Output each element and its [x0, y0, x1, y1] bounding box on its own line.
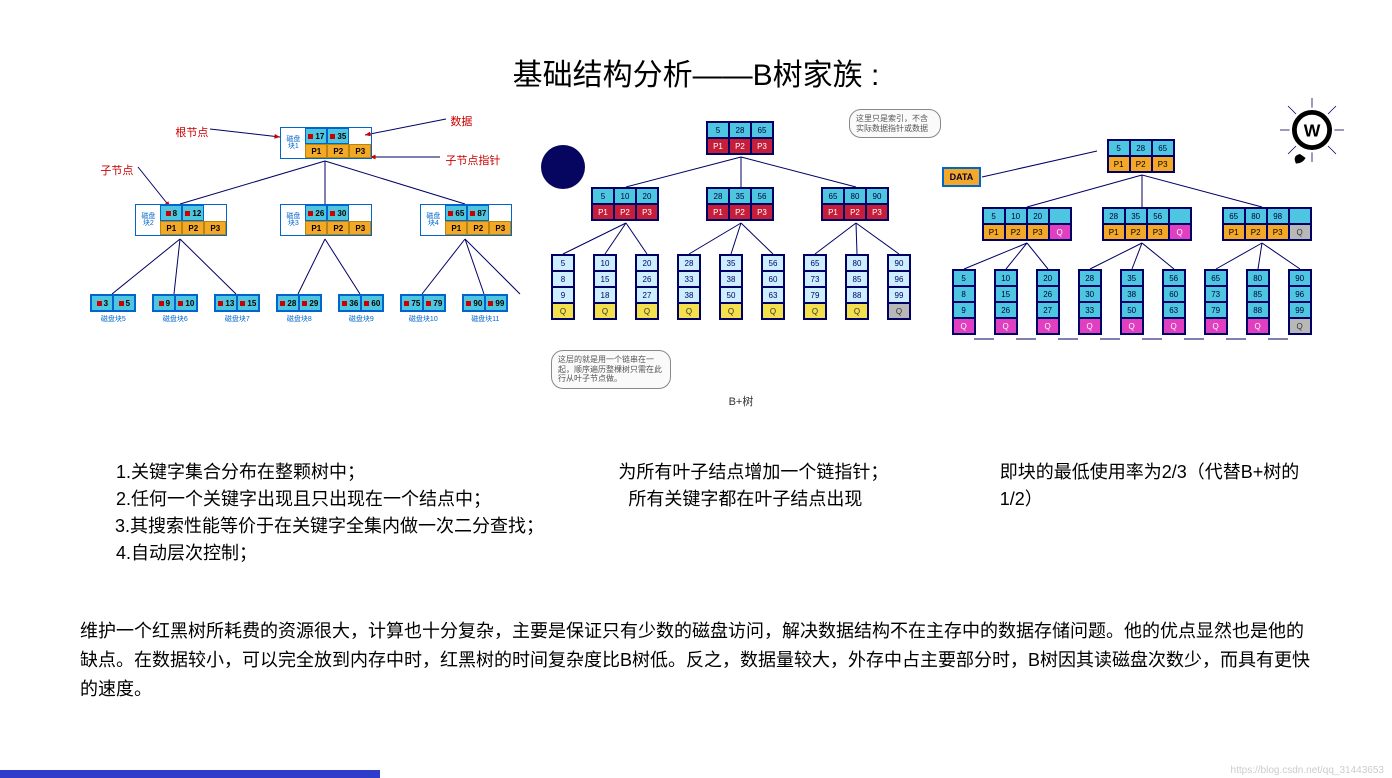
bplus-leaf: 657379Q	[803, 254, 827, 320]
bstar-node: 658098P1P2P3Q	[1222, 207, 1312, 241]
bplus-caption: B+树	[729, 393, 754, 409]
bstar-leaf: 808588Q	[1246, 269, 1270, 335]
bottom-paragraph: 维护一个红黑树所耗费的资源很大，计算也十分复杂，主要是保证只有少数的磁盘访问，解…	[80, 617, 1312, 703]
desc-mid: 为所有叶子结点增加一个链指针； 所有关键字都在叶子结点出现	[598, 459, 949, 567]
btree-label-root: 根节点	[175, 124, 208, 140]
bplus-node: 52865P1P2P3	[706, 121, 774, 155]
bstar-leaf: 566063Q	[1162, 269, 1186, 335]
btree-node: 磁盘块11735P1P2P3	[280, 127, 372, 159]
desc-left: 1.关键字集合分布在整颗树中； 2.任何一个关键字出现且只出现在一个结点中； 3…	[80, 459, 548, 567]
bplus-leaf: 566063Q	[761, 254, 785, 320]
bplus-leaf: 283338Q	[677, 254, 701, 320]
bplus-node: 51020P1P2P3	[591, 187, 659, 221]
btree-leaf: 910磁盘块6	[152, 294, 198, 324]
bplus-diagram: 这里只是索引，不含实际数据指针或数据 这层的就是用一个链串在一起，顺序遍历整棵树…	[541, 109, 941, 409]
bplus-cloud-top: 这里只是索引，不含实际数据指针或数据	[849, 109, 941, 138]
bstar-leaf: 353850Q	[1120, 269, 1144, 335]
btree-label-child: 子节点	[100, 162, 133, 178]
navy-circle	[541, 145, 585, 189]
watermark: https://blog.csdn.net/qq_31443653	[1231, 765, 1384, 776]
desc-right: 即块的最低使用率为2/3（代替B+树的1/2）	[1000, 459, 1312, 567]
bstar-node: 283556P1P2P3Q	[1102, 207, 1192, 241]
desc-left-4: 4.自动层次控制；	[80, 540, 548, 567]
btree-node: 磁盘块32630P1P2P3	[280, 204, 372, 236]
bstar-diagram: DATA 52865P1P2P3 51020P1P2P3Q 283556P1P2P3…	[942, 109, 1342, 369]
btree-leaf: 3660磁盘块9	[338, 294, 384, 324]
btree-leaf: 2829磁盘块8	[276, 294, 322, 324]
bstar-leaf: 202627Q	[1036, 269, 1060, 335]
blue-strip	[0, 770, 380, 778]
btree-leaf: 7579磁盘块10	[400, 294, 446, 324]
bstar-leaf: 283033Q	[1078, 269, 1102, 335]
bstar-node: 52865P1P2P3	[1107, 139, 1175, 173]
bplus-node: 283556P1P2P3	[706, 187, 774, 221]
bplus-leaf: 353850Q	[719, 254, 743, 320]
btree-leaf: 9099磁盘块11	[462, 294, 508, 324]
btree-label-childptr: 子节点指针	[445, 152, 500, 168]
bplus-leaf: 808588Q	[845, 254, 869, 320]
bstar-leaf: 589Q	[952, 269, 976, 335]
desc-left-3: 3.其搜索性能等价于在关键字全集内做一次二分查找；	[80, 513, 548, 540]
bplus-leaf: 589Q	[551, 254, 575, 320]
bstar-data-box: DATA	[942, 167, 982, 187]
btree-diagram: 根节点 数据 子节点 子节点指针 磁盘块11735P1P2P3 磁盘块2812P1…	[50, 109, 540, 369]
bplus-node: 658090P1P2P3	[821, 187, 889, 221]
desc-left-1: 1.关键字集合分布在整颗树中；	[80, 459, 548, 486]
bplus-leaf: 909699Q	[887, 254, 911, 320]
btree-leaf: 35磁盘块5	[90, 294, 136, 324]
bplus-cloud-bottom: 这层的就是用一个链串在一起，顺序遍历整棵树只需在此行从叶子节点做。	[551, 350, 671, 389]
bstar-node: 51020P1P2P3Q	[982, 207, 1072, 241]
bstar-leaf: 101526Q	[994, 269, 1018, 335]
bplus-leaf: 101518Q	[593, 254, 617, 320]
btree-label-data: 数据	[450, 113, 472, 129]
bstar-leaf: 657379Q	[1204, 269, 1228, 335]
page-title: 基础结构分析——B树家族 :	[0, 50, 1392, 94]
descriptions-row: 1.关键字集合分布在整颗树中； 2.任何一个关键字出现且只出现在一个结点中； 3…	[0, 459, 1392, 567]
bstar-leaf: 909699Q	[1288, 269, 1312, 335]
bplus-leaf: 202627Q	[635, 254, 659, 320]
btree-node: 磁盘块2812P1P2P3	[135, 204, 227, 236]
btree-leaf: 1315磁盘块7	[214, 294, 260, 324]
desc-left-2: 2.任何一个关键字出现且只出现在一个结点中；	[80, 486, 548, 513]
btree-node: 磁盘块46587P1P2P3	[420, 204, 512, 236]
